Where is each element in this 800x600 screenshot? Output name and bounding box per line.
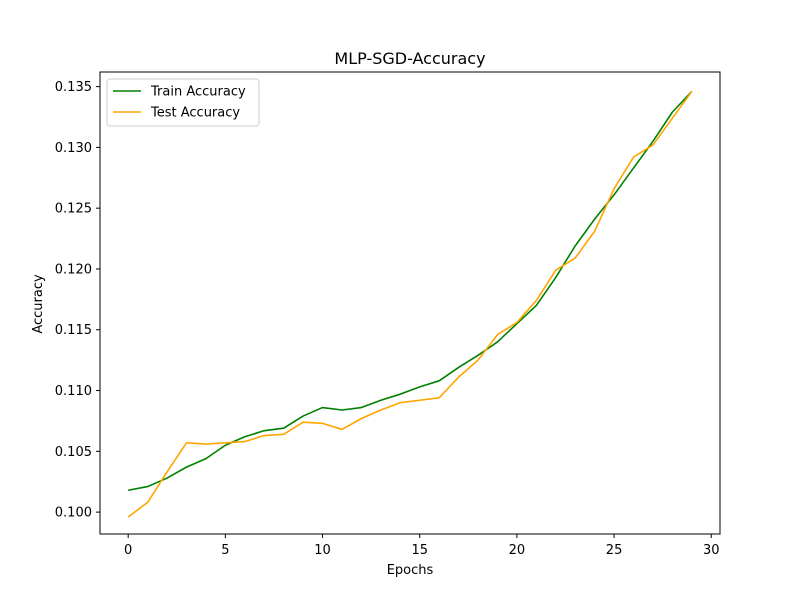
x-tick-label: 0 xyxy=(124,543,132,558)
x-tick-label: 5 xyxy=(221,543,229,558)
x-tick-label: 15 xyxy=(411,543,428,558)
y-axis-label: Accuracy xyxy=(31,274,46,334)
legend: Train Accuracy Test Accuracy xyxy=(106,78,260,127)
x-tick-label: 10 xyxy=(314,543,331,558)
plot-area xyxy=(99,71,721,535)
legend-label-1: Train Accuracy xyxy=(150,85,246,100)
y-tick-label: 0.135 xyxy=(55,80,92,95)
y-tick-label: 0.115 xyxy=(55,323,92,338)
y-axis: 0.100 0.105 0.110 0.115 0.120 0.125 0.130 0.135 xyxy=(55,80,100,521)
y-tick-label: 0.110 xyxy=(55,384,92,399)
x-tick-label: 30 xyxy=(703,543,720,558)
x-axis-label: Epochs xyxy=(387,563,434,578)
y-tick-label: 0.120 xyxy=(55,262,92,277)
legend-label-2: Test Accuracy xyxy=(150,106,240,121)
series-line-1 xyxy=(128,90,693,492)
y-tick-label: 0.100 xyxy=(55,506,92,521)
series-line-2 xyxy=(127,90,693,518)
y-tick-label: 0.130 xyxy=(55,141,92,156)
plot-frame xyxy=(99,71,721,535)
legend-box xyxy=(106,78,260,127)
y-tick-label: 0.125 xyxy=(55,202,92,217)
x-tick-label: 20 xyxy=(509,543,526,558)
chart-title: MLP-SGD-Accuracy xyxy=(334,49,485,68)
x-axis: 0 5 10 15 20 25 30 xyxy=(124,534,720,558)
y-tick-label: 0.105 xyxy=(55,445,92,460)
x-tick-label: 25 xyxy=(606,543,623,558)
